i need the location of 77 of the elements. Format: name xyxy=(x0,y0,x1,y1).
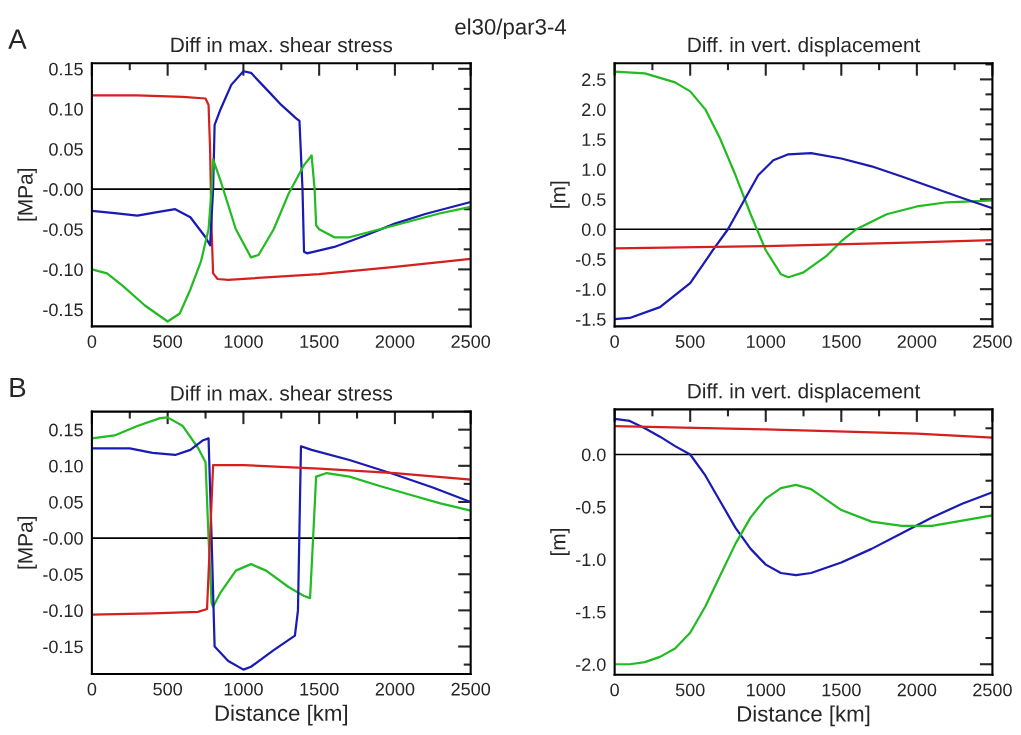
line-series xyxy=(614,425,993,439)
y-tick-label: 0.05 xyxy=(49,495,83,509)
y-tick-label: 0.15 xyxy=(49,423,83,437)
y-tick-label: -0.15 xyxy=(43,640,83,654)
x-tick-label: 500 xyxy=(153,682,183,696)
y-tick-label: 1.5 xyxy=(582,133,606,147)
x-tick-label: 1000 xyxy=(224,335,263,348)
x-tick-label: 2500 xyxy=(973,335,1012,348)
y-axis-title: [MPa] xyxy=(17,517,37,569)
x-tick-label: 1500 xyxy=(300,682,339,696)
y-tick-label: 0.5 xyxy=(581,193,606,206)
x-tick-label: 500 xyxy=(675,335,705,348)
y-tick-label: 0.10 xyxy=(49,459,83,473)
chart-title: Diff in max. shear stress xyxy=(171,37,393,53)
y-tick-label: 0.0 xyxy=(581,223,606,236)
x-tick-label: 0 xyxy=(610,683,619,697)
x-tick-label: 1500 xyxy=(300,335,339,348)
line-series xyxy=(614,483,993,666)
y-tick-label: 2.5 xyxy=(582,73,606,87)
x-tick-label: 1500 xyxy=(822,683,861,697)
y-tick-label: -2.0 xyxy=(576,658,606,671)
text: A xyxy=(8,29,27,49)
y-tick-label: -0.10 xyxy=(43,604,83,618)
x-tick-label: 2000 xyxy=(375,682,415,696)
x-tick-label: 2000 xyxy=(897,683,937,697)
line-series xyxy=(91,437,471,671)
y-axis-title: [m] xyxy=(550,529,570,556)
line-series xyxy=(614,70,993,279)
y-axis-title: [m] xyxy=(550,181,570,208)
x-tick-label: 1000 xyxy=(747,683,786,697)
y-tick-label: 0.05 xyxy=(49,142,83,156)
y-tick-label: -0.00 xyxy=(43,183,83,196)
line-series xyxy=(614,417,993,577)
y-tick-label: 0.15 xyxy=(49,62,83,76)
text: el30/par3-4 xyxy=(455,18,567,40)
y-tick-label: -1.0 xyxy=(576,283,606,296)
y-tick-label: -0.5 xyxy=(576,253,606,266)
y-tick-label: -0.15 xyxy=(43,303,83,317)
line-series xyxy=(614,238,993,250)
y-tick-label: 2.0 xyxy=(582,103,606,117)
line-series xyxy=(91,416,471,608)
x-tick-label: 0 xyxy=(610,335,619,348)
x-tick-label: 1500 xyxy=(822,335,861,348)
x-tick-label: 2000 xyxy=(897,335,937,348)
y-tick-label: -0.10 xyxy=(43,263,83,277)
y-tick-label: 0.10 xyxy=(49,102,83,116)
x-tick-label: 2500 xyxy=(451,682,491,696)
y-tick-label: -0.5 xyxy=(576,500,606,514)
y-tick-label: -1.5 xyxy=(576,605,606,619)
chart-title: Diff in max. shear stress xyxy=(171,385,393,401)
y-tick-label: -0.05 xyxy=(43,223,83,236)
line-series xyxy=(614,152,993,321)
x-tick-label: 500 xyxy=(153,335,183,348)
x-axis-title: Distance [km] xyxy=(738,705,870,727)
text: B xyxy=(10,377,26,398)
y-tick-label: -0.05 xyxy=(43,568,83,581)
line-series xyxy=(91,463,471,616)
y-axis-title: [MPa] xyxy=(17,169,37,221)
y-tick-label: 1.0 xyxy=(582,163,606,177)
x-tick-label: 1000 xyxy=(747,335,786,348)
x-tick-label: 2000 xyxy=(375,335,415,348)
x-tick-label: 1000 xyxy=(224,682,263,696)
y-tick-label: -0.00 xyxy=(43,532,83,545)
x-tick-label: 0 xyxy=(87,682,97,696)
y-tick-label: -1.0 xyxy=(576,553,606,567)
x-tick-label: 500 xyxy=(675,683,705,697)
line-series xyxy=(91,70,471,255)
chart-title: Diff. in vert. displacement xyxy=(688,383,921,403)
y-tick-label: 0.0 xyxy=(581,448,606,462)
line-series xyxy=(91,94,471,281)
x-axis-title: Distance [km] xyxy=(215,704,348,726)
x-tick-label: 0 xyxy=(87,335,97,348)
line-series xyxy=(91,154,471,323)
x-tick-label: 2500 xyxy=(451,335,491,348)
x-tick-label: 2500 xyxy=(973,683,1012,697)
chart-title: Diff. in vert. displacement xyxy=(688,37,921,57)
y-tick-label: -1.5 xyxy=(576,313,606,326)
